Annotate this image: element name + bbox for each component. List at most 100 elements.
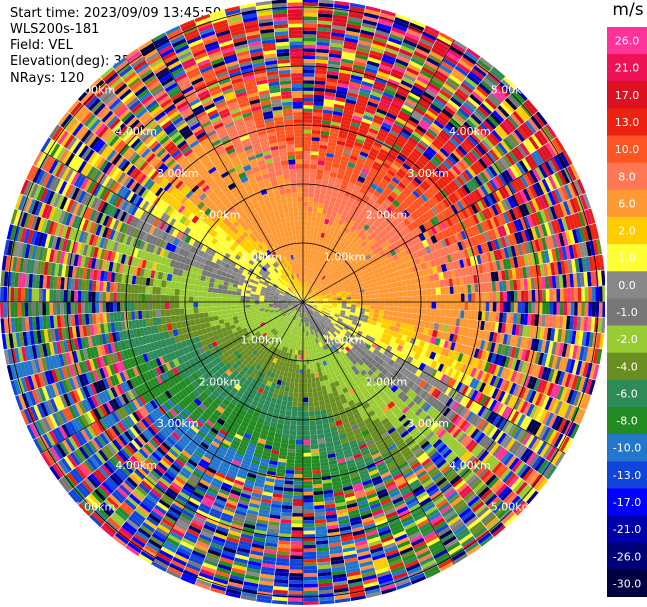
ppi-gate	[347, 16, 363, 23]
ppi-gate	[429, 50, 444, 61]
ppi-gate	[360, 198, 368, 206]
ppi-gate	[354, 141, 364, 148]
ppi-gate	[309, 178, 316, 184]
ppi-gate	[344, 37, 359, 44]
ppi-gate	[311, 452, 320, 457]
ppi-gate	[313, 101, 324, 106]
ppi-gate	[303, 566, 317, 570]
ppi-gate	[320, 213, 327, 219]
ppi-gate	[338, 219, 345, 226]
ppi-gate	[315, 52, 329, 57]
ppi-gate	[409, 168, 418, 177]
ppi-gate	[393, 292, 399, 298]
ppi-gate	[303, 87, 314, 91]
ppi-gate	[303, 523, 315, 528]
ppi-gate	[390, 211, 399, 219]
ppi-gate	[289, 387, 294, 393]
ppi-gate	[390, 71, 403, 80]
ppi-gate	[335, 177, 343, 185]
ppi-gate	[395, 13, 412, 22]
ppi-gate	[360, 247, 367, 254]
ppi-gate	[474, 283, 479, 293]
ppi-gate	[283, 419, 291, 426]
ppi-gate	[331, 162, 340, 169]
ppi-gate	[307, 282, 311, 288]
ppi-gate	[407, 290, 413, 297]
ppi-gate	[380, 125, 391, 133]
ppi-gate	[308, 283, 312, 288]
ppi-gate	[355, 293, 361, 297]
ppi-gate	[313, 94, 325, 99]
ppi-gate	[363, 237, 371, 245]
ppi-gate	[315, 260, 319, 266]
ppi-gate	[311, 285, 315, 290]
ppi-gate	[406, 67, 420, 76]
ppi-gate	[303, 498, 314, 503]
ppi-gate	[367, 56, 381, 64]
ppi-gate	[342, 263, 348, 269]
ppi-gate	[314, 405, 321, 412]
ppi-gate	[401, 189, 410, 198]
ppi-gate	[358, 154, 367, 161]
ppi-gate	[315, 183, 322, 189]
ppi-gate	[303, 345, 306, 351]
ppi-gate	[286, 455, 295, 460]
ppi-gate	[388, 287, 394, 293]
ppi-gate	[477, 105, 490, 118]
ppi-gate	[305, 277, 307, 283]
ppi-gate	[478, 292, 483, 302]
ppi-gate	[327, 234, 333, 241]
ppi-gate	[312, 112, 323, 117]
ppi-gate	[353, 111, 364, 118]
ppi-gate	[303, 69, 315, 74]
ppi-gate	[468, 116, 480, 128]
ppi-gate	[353, 253, 359, 260]
ppi-gate	[288, 580, 303, 584]
ppi-gate	[450, 71, 465, 83]
ppi-gate	[349, 2, 366, 9]
ppi-gate	[303, 373, 307, 379]
ppi-gate	[442, 126, 454, 137]
ppi-gate	[357, 94, 369, 101]
ppi-gate	[295, 452, 303, 457]
ppi-gate	[425, 315, 431, 322]
ppi-gate	[426, 85, 439, 95]
ppi-gate	[476, 85, 489, 98]
ppi-gate	[443, 105, 456, 116]
ppi-gate	[420, 136, 432, 146]
ppi-gate	[322, 258, 328, 265]
ppi-gate	[322, 116, 332, 122]
ppi-gate	[416, 289, 422, 296]
ppi-gate	[336, 89, 348, 96]
ppi-gate	[340, 199, 348, 206]
ppi-gate	[439, 147, 450, 158]
ppi-gate	[290, 420, 297, 426]
ppi-gate	[332, 18, 348, 24]
ppi-gate	[376, 26, 391, 34]
ppi-gate	[314, 372, 319, 378]
ppi-gate	[303, 44, 316, 49]
ppi-gate	[342, 243, 349, 250]
ppi-gate	[345, 239, 352, 246]
ppi-gate	[318, 151, 327, 157]
ppi-gate	[303, 253, 306, 259]
ppi-gate	[312, 115, 323, 121]
ppi-gate	[425, 281, 431, 289]
ppi-gate	[351, 118, 362, 125]
ppi-gate	[389, 191, 399, 200]
ppi-gate	[305, 292, 308, 297]
ppi-gate	[346, 296, 352, 300]
ppi-gate	[504, 97, 518, 111]
ppi-gate	[289, 429, 297, 436]
ppi-gate	[318, 279, 323, 284]
ppi-gate	[328, 60, 341, 66]
ppi-gate	[321, 208, 328, 215]
ppi-gate	[381, 145, 391, 153]
ppi-gate	[445, 302, 451, 310]
ppi-gate	[303, 119, 313, 123]
ppi-gate	[412, 190, 421, 199]
ppi-gate	[334, 0, 350, 6]
ppi-gate	[303, 291, 305, 297]
ppi-gate	[336, 140, 346, 146]
ppi-gate	[378, 205, 386, 214]
